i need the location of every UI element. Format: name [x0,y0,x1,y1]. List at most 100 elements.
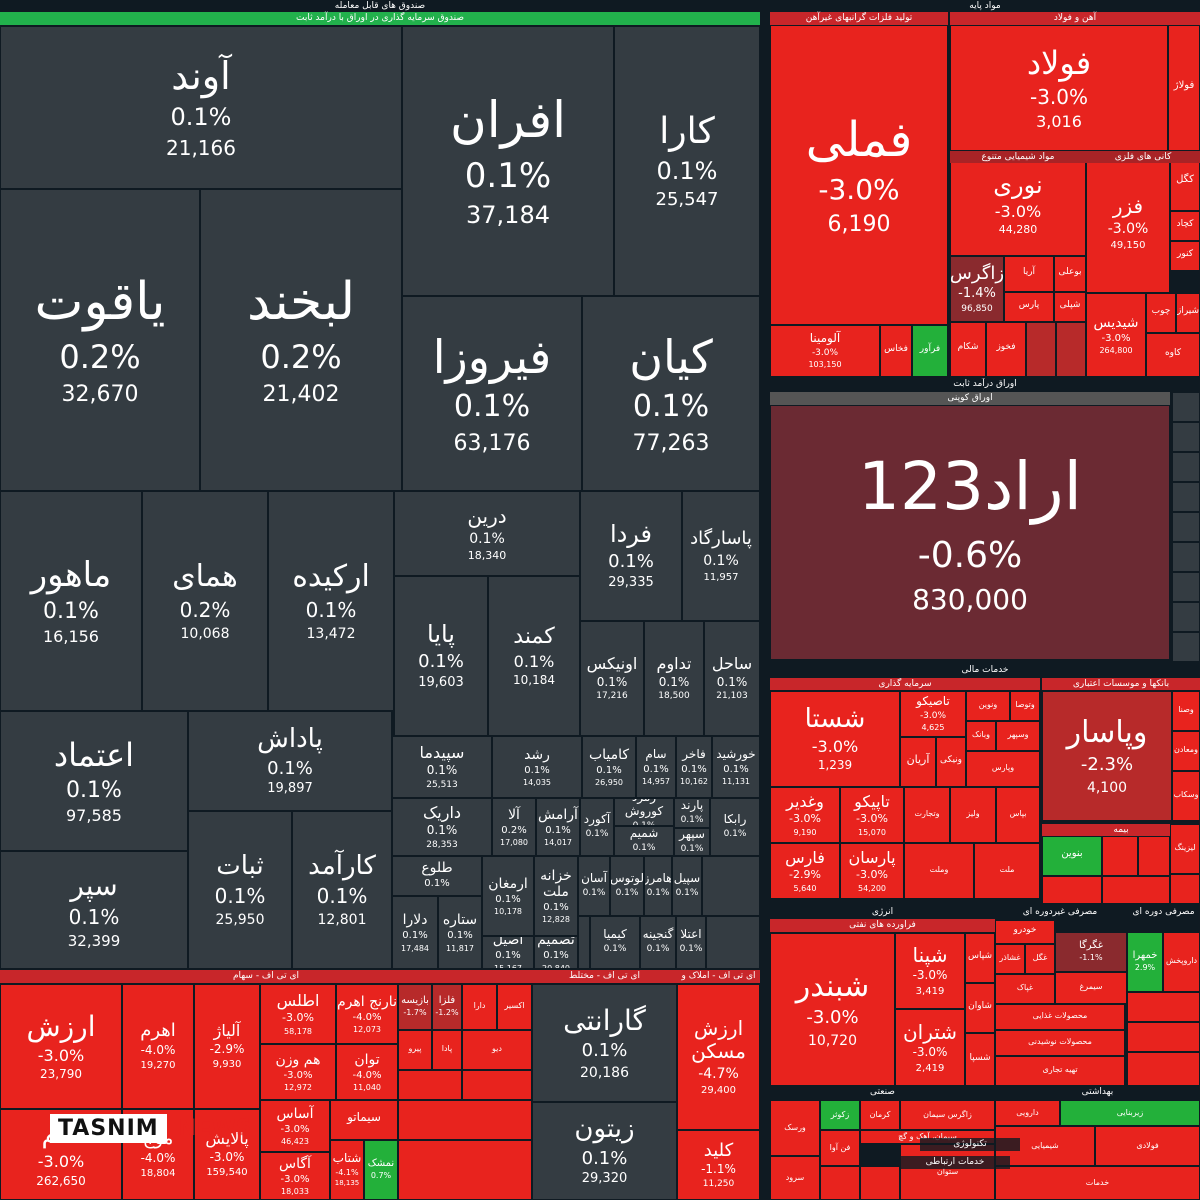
energy-tile[interactable]: شبندر -3.0% 10,720 [770,933,895,1086]
bond-small-tile[interactable] [1172,542,1200,572]
consumer-tile[interactable]: سیمرغ [1055,972,1127,1004]
fin-tile[interactable]: بنوین [1042,836,1102,876]
etf-tile[interactable]: ستاره 0.1% 11,817 [438,896,482,969]
etf-stock-tile[interactable]: ارزش -3.0% 23,790 [0,984,122,1109]
etf-stock-small-tile[interactable] [462,1070,532,1100]
fin-tile[interactable]: ونیکی [936,737,966,787]
consumer-tile[interactable]: خمهرا 2.9% [1127,932,1163,992]
etf-tile[interactable]: رشد 0.1% 14,035 [492,736,582,798]
etf-tile[interactable]: اونیکس 0.1% 17,216 [580,621,644,736]
fin-tile[interactable]: وتوصا [1010,691,1040,721]
fin-tile[interactable]: بپاس [996,787,1040,843]
etf-tile[interactable]: آسان 0.1% [578,856,610,916]
base-tile[interactable]: فولاژ [1168,25,1200,151]
fin-small-tile[interactable] [1042,876,1102,904]
consumer-tile[interactable]: غگرگا -1.1% [1055,932,1127,972]
etf-tile[interactable]: هامرز 0.1% [644,856,672,916]
fin-tile[interactable]: تاپیکو -3.0% 15,070 [840,787,904,843]
base-tile[interactable]: بوعلی [1054,256,1086,292]
base-tile[interactable]: فولاد -3.0% 3,016 [950,25,1168,151]
base-tile[interactable]: زاگرس -1.4% 96,850 [950,256,1004,322]
etf-tile[interactable]: شمیم 0.1% [614,826,674,856]
base-tile[interactable]: فرآور [912,325,948,377]
etf-small-tile[interactable] [706,916,760,969]
fin-tile[interactable]: ونوین [966,691,1010,721]
etf-tile[interactable]: ثبات 0.1% 25,950 [188,811,292,969]
fin-tile[interactable]: پارسان -3.0% 54,200 [840,843,904,899]
fin-tile[interactable]: وپارس [966,751,1040,787]
consumer-tile[interactable]: محصولات غذایی [995,1004,1125,1030]
energy-tile[interactable]: شسپا [965,1033,995,1086]
etf-tile[interactable]: همای 0.2% 10,068 [142,491,268,711]
fin-tile[interactable]: وتجارت [904,787,950,843]
consumer-tile[interactable]: تهیه تجاری [995,1056,1125,1086]
etf-tile[interactable]: گنجینه 0.1% [640,916,676,969]
base-tile[interactable]: آلومینا -3.0% 103,150 [770,325,880,377]
fin-tile[interactable]: تاصیکو -3.0% 4,625 [900,691,966,737]
etf-tile[interactable]: لبخند 0.2% 21,402 [200,189,402,491]
etf-tile[interactable]: آوند 0.1% 21,166 [0,26,402,189]
base-tile[interactable]: شیراز [1176,293,1200,333]
etf-tile[interactable]: خزانه ملت 0.1% 12,828 [534,856,578,936]
energy-tile[interactable]: شپنا -3.0% 3,419 [895,933,965,1009]
etf-tile[interactable]: اعتماد 0.1% 97,585 [0,711,188,851]
base-tile[interactable]: فخوز [986,322,1026,377]
energy-tile[interactable]: شاوان [965,983,995,1033]
misc-tile[interactable]: فولادی [1095,1126,1200,1166]
fin-tile[interactable]: وغدیر -3.0% 9,190 [770,787,840,843]
misc-tile[interactable]: ورسک [770,1100,820,1156]
fin-tile[interactable]: وسکاب [1172,771,1200,821]
etf-stock-tile[interactable]: نمشک 0.7% [364,1140,398,1200]
misc-tile[interactable]: زاگرس سیمان [900,1100,995,1130]
etf-tile[interactable]: آلا 0.2% 17,080 [492,798,536,856]
etf-tile[interactable]: سام 0.1% 14,957 [636,736,676,798]
etf-small-tile[interactable] [702,856,760,916]
misc-tile[interactable]: سرود [770,1156,820,1200]
etf-tile[interactable]: سپر 0.1% 32,399 [0,851,188,969]
etf-stock-tile[interactable]: هم وزن -3.0% 12,972 [260,1044,336,1100]
etf-tile[interactable]: کیان 0.1% 77,263 [582,296,760,491]
consumer-small-tile[interactable] [1127,1052,1200,1086]
etf-tile[interactable]: ماهور 0.1% 16,156 [0,491,142,711]
etf-tile[interactable]: زمرد کوروش 0.1% [614,798,674,826]
etf-tile[interactable]: کمند 0.1% 10,184 [488,576,580,736]
base-tile[interactable]: فزر -3.0% 49,150 [1086,153,1170,293]
fin-tile[interactable]: ولیز [950,787,996,843]
bond-small-tile[interactable] [1172,452,1200,482]
misc-tile[interactable]: خدمات [995,1166,1200,1200]
etf-stock-tile[interactable]: توان -4.0% 11,040 [336,1044,398,1100]
etf-tile[interactable]: افران 0.1% 37,184 [402,26,614,296]
misc-tile[interactable]: فن آوا [820,1130,860,1166]
fin-small-tile[interactable] [1138,836,1170,876]
etf-tile[interactable]: پاسارگاد 0.1% 11,957 [682,491,760,621]
fin-tile[interactable]: لیزینگ [1170,824,1200,874]
base-tile[interactable]: چوب [1146,293,1176,333]
etf-tile[interactable]: کامیاب 0.1% 26,950 [582,736,636,798]
consumer-tile[interactable]: غشاذر [995,944,1025,974]
etf-stock-small-tile[interactable] [398,1070,462,1100]
misc-tile[interactable]: ستوان [900,1144,995,1200]
bond-tile-arad[interactable]: اراد123 -0.6% 830,000 [770,405,1170,660]
etf-realestate-tile[interactable]: ارزش مسکن -4.7% 29,400 [677,984,760,1130]
misc-tile[interactable]: زکوثر [820,1100,860,1130]
etf-stock-tile[interactable]: فلزا -1.2% [432,984,462,1030]
base-tile[interactable]: فملی -3.0% 6,190 [770,25,948,325]
base-tile[interactable]: کاوه [1146,333,1200,377]
etf-stock-small-tile[interactable] [398,1100,532,1140]
etf-tile[interactable]: داریک 0.1% 28,353 [392,798,492,856]
fin-tile[interactable]: وبانک [966,721,996,751]
etf-tile[interactable]: فیروزا 0.1% 63,176 [402,296,582,491]
etf-tile[interactable]: فردا 0.1% 29,335 [580,491,682,621]
bond-small-tile[interactable] [1172,422,1200,452]
etf-small-tile[interactable] [578,916,590,969]
consumer-tile[interactable]: غگل [1025,944,1055,974]
etf-tile[interactable]: خورشید 0.1% 11,131 [712,736,760,798]
etf-tile[interactable]: تصمیم 0.1% 20,840 [534,936,578,969]
etf-tile[interactable]: تداوم 0.1% 18,500 [644,621,704,736]
base-tile[interactable]: شکام [950,322,986,377]
etf-stock-tile[interactable]: اطلس -3.0% 58,178 [260,984,336,1044]
fin-small-tile[interactable] [1102,876,1170,904]
etf-tile[interactable]: رابکا 0.1% [710,798,760,856]
base-tile[interactable]: فخاس [880,325,912,377]
etf-stock-tile[interactable]: دیو [462,1030,532,1070]
